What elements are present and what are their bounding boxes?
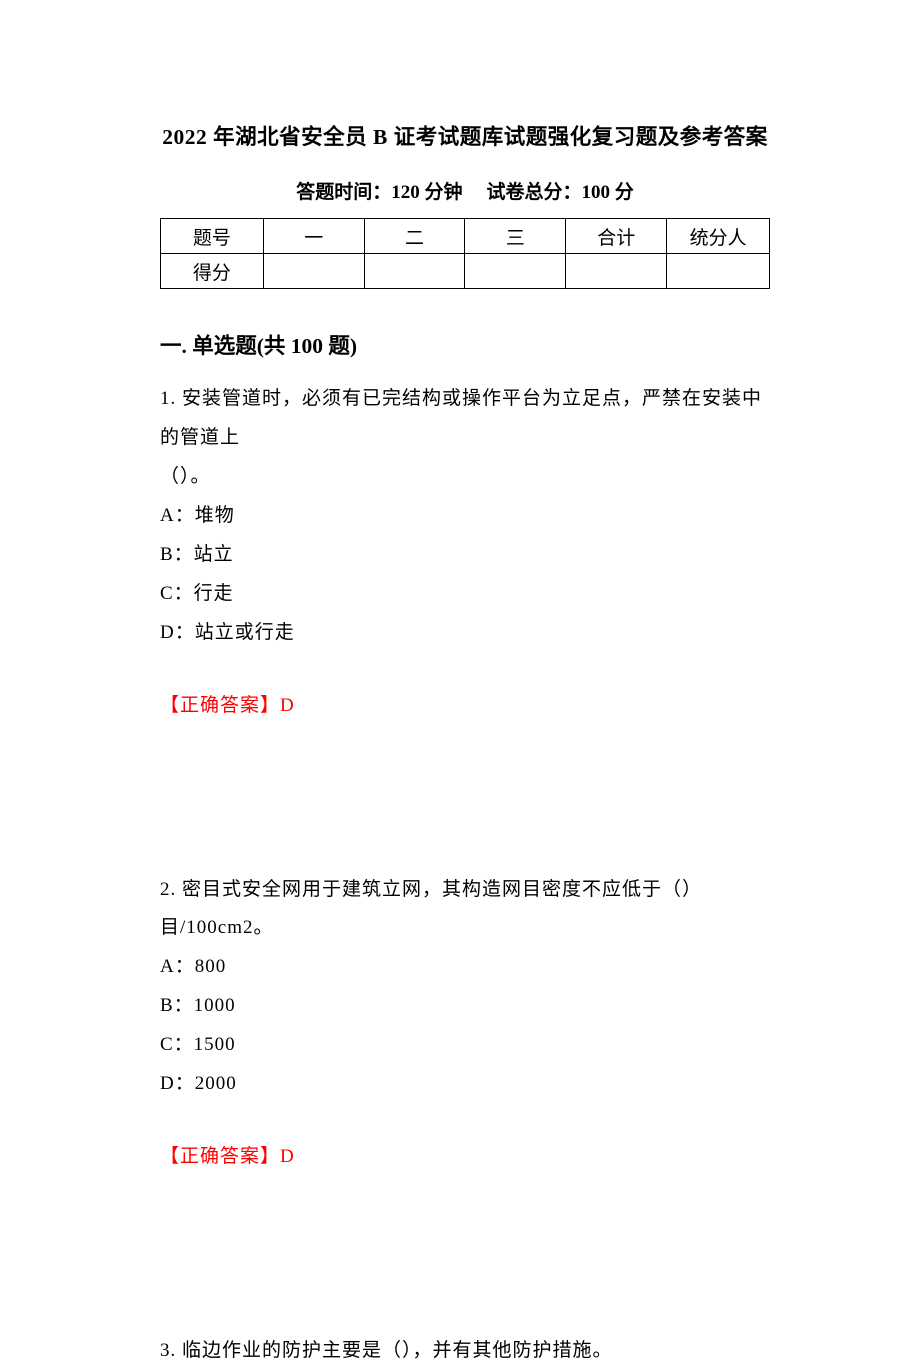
option: D：站立或行走 (160, 614, 770, 653)
option: A：堆物 (160, 497, 770, 536)
score-table: 题号 一 二 三 合计 统分人 得分 (160, 218, 770, 289)
cell (667, 254, 770, 289)
col-header: 三 (465, 219, 566, 254)
col-header: 题号 (161, 219, 264, 254)
exam-page: 2022 年湖北省安全员 B 证考试题库试题强化复习题及参考答案 答题时间：12… (0, 0, 920, 1302)
row-label: 得分 (161, 254, 264, 289)
spacer (160, 726, 770, 871)
cell (566, 254, 667, 289)
page-title: 2022 年湖北省安全员 B 证考试题库试题强化复习题及参考答案 (160, 120, 770, 151)
question-text: （）。 (160, 458, 770, 497)
col-header: 统分人 (667, 219, 770, 254)
col-header: 二 (364, 219, 465, 254)
question-text: 1. 安装管道时，必须有已完结构或操作平台为立足点，严禁在安装中的管道上 (160, 380, 770, 458)
option: B：1000 (160, 987, 770, 1026)
table-row: 题号 一 二 三 合计 统分人 (161, 219, 770, 254)
cell (263, 254, 364, 289)
spacer (160, 1177, 770, 1332)
option: B：站立 (160, 536, 770, 575)
option: C：1500 (160, 1026, 770, 1065)
correct-answer: 【正确答案】D (160, 1138, 770, 1177)
question-text: 2. 密目式安全网用于建筑立网，其构造网目密度不应低于（）目/100cm2。 (160, 871, 770, 949)
cell (465, 254, 566, 289)
exam-subtitle: 答题时间：120 分钟 试卷总分：100 分 (160, 177, 770, 204)
correct-answer: 【正确答案】D (160, 687, 770, 726)
col-header: 一 (263, 219, 364, 254)
cell (364, 254, 465, 289)
question-text: 3. 临边作业的防护主要是（），并有其他防护措施。 (160, 1332, 770, 1371)
col-header: 合计 (566, 219, 667, 254)
option: A：800 (160, 948, 770, 987)
option: C：行走 (160, 575, 770, 614)
table-row: 得分 (161, 254, 770, 289)
time-label: 答题时间：120 分钟 (296, 182, 462, 203)
section-heading: 一. 单选题(共 100 题) (160, 329, 770, 360)
option: D：2000 (160, 1065, 770, 1104)
total-score-label: 试卷总分：100 分 (487, 182, 634, 203)
